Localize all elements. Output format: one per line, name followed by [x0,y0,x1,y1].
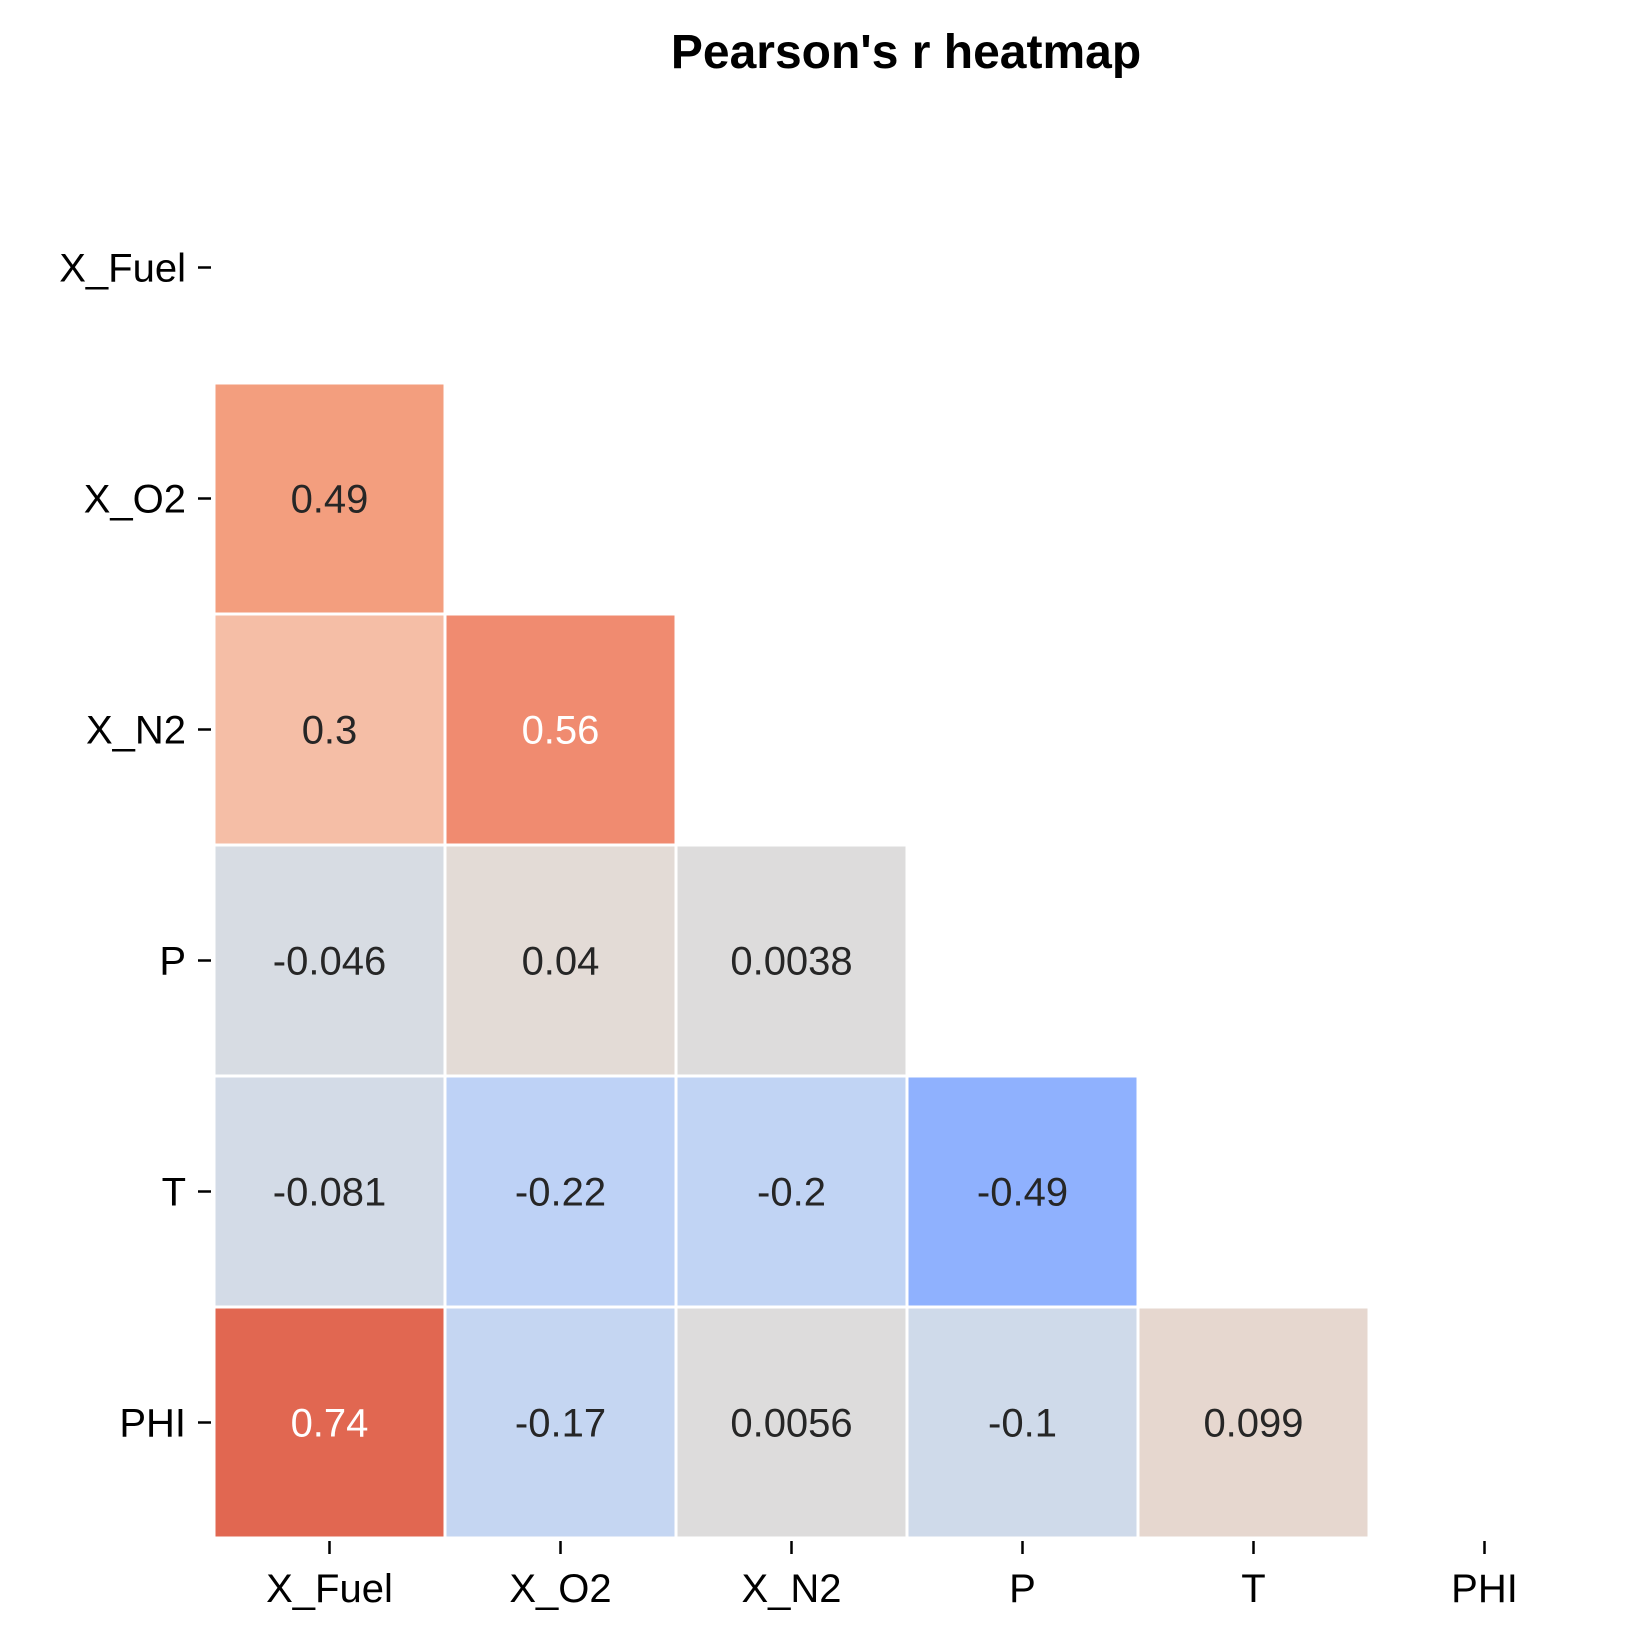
chart-title: Pearson's r heatmap [671,26,1141,79]
cell-value-label: 0.56 [522,709,600,753]
x-tick-label: P [1009,1567,1036,1611]
heatmap-cell-phi-x-o2 [443,1305,678,1540]
heatmap-cells: 0.49 0.3 0.56 -0.046 0.04 0.0038 -0.081 -0.22 -0… [212,381,1371,1540]
y-tick-label: X_N2 [86,709,186,753]
axis-ticks: X_Fuel X_O2 X_N2 P T PHI X_Fuel X_O2 X_N2 P T PHI [59,247,1518,1612]
heatmap-cell-p-x-o2 [443,843,678,1078]
heatmap-cell-x-o2-x-fuel [212,381,447,616]
cell-value-label: 0.099 [1203,1402,1303,1446]
heatmap-cell-phi-p [905,1305,1140,1540]
y-tick-label: X_Fuel [59,247,186,291]
heatmap-cell-phi-t [1136,1305,1371,1540]
cell-value-label: -0.081 [273,1171,386,1215]
y-tick-label: PHI [119,1402,186,1446]
heatmap-cell-p-x-n2 [674,843,909,1078]
y-tick-label: P [159,940,186,984]
heatmap-cell-p-x-fuel [212,843,447,1078]
cell-value-label: 0.74 [291,1402,369,1446]
cell-value-label: -0.046 [273,940,386,984]
x-tick-label: X_N2 [741,1567,841,1611]
cell-value-label: 0.04 [522,940,600,984]
cell-value-label: -0.22 [515,1171,606,1215]
y-tick-label: T [162,1171,186,1215]
cell-value-label: 0.3 [302,709,358,753]
cell-value-label: 0.0056 [730,1402,852,1446]
x-tick-label: X_Fuel [266,1567,393,1611]
heatmap-cell-t-x-o2 [443,1074,678,1309]
cell-value-label: -0.2 [757,1171,826,1215]
cell-value-label: -0.1 [988,1402,1057,1446]
heatmap-cell-x-n2-x-fuel [212,612,447,847]
cell-value-label: -0.17 [515,1402,606,1446]
y-tick-label: X_O2 [84,478,186,522]
x-tick-label: PHI [1451,1567,1518,1611]
x-tick-label: X_O2 [509,1567,611,1611]
heatmap-cell-t-p [905,1074,1140,1309]
cell-value-label: 0.0038 [730,940,852,984]
cell-value-label: -0.49 [977,1171,1068,1215]
heatmap-cell-phi-x-n2 [674,1305,909,1540]
heatmap-cell-x-n2-x-o2 [443,612,678,847]
x-tick-label: T [1241,1567,1265,1611]
cell-value-label: 0.49 [291,478,369,522]
